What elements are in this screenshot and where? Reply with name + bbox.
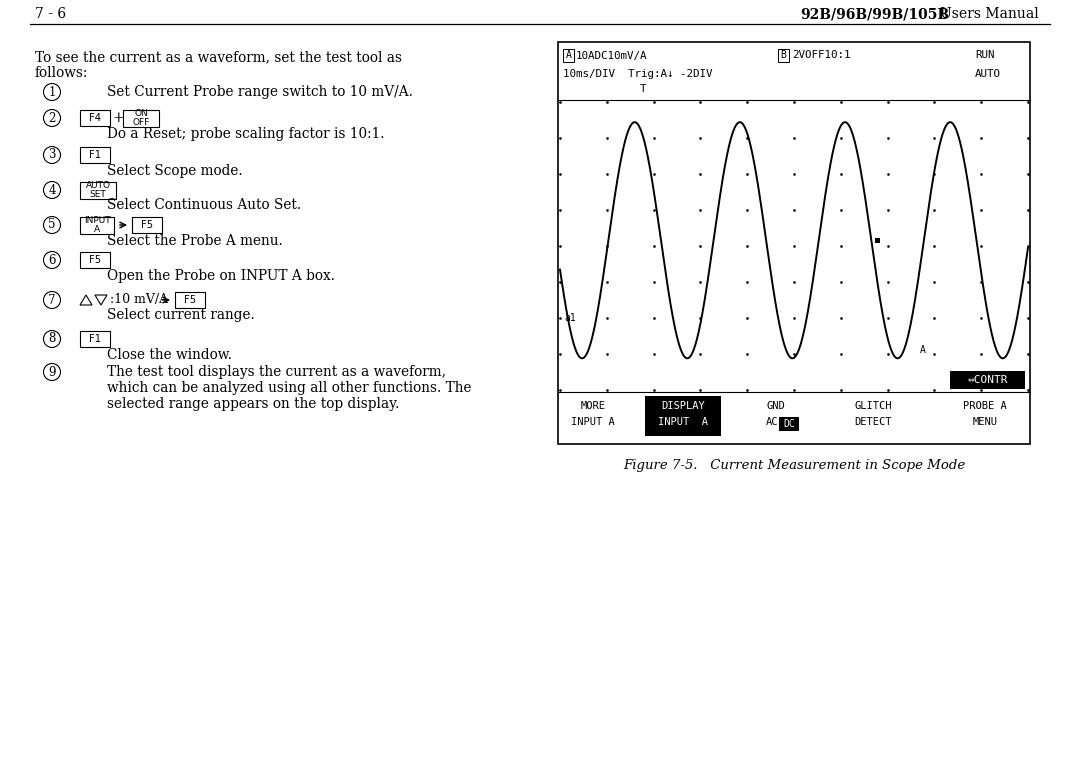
Text: Do a Reset; probe scaling factor is 10:1.: Do a Reset; probe scaling factor is 10:1… (107, 127, 384, 141)
Text: 2VOFF10:1: 2VOFF10:1 (792, 50, 851, 60)
Text: Select current range.: Select current range. (107, 308, 255, 322)
Text: :10 mV/A: :10 mV/A (110, 293, 168, 306)
Text: AC: AC (766, 417, 779, 427)
Bar (132, 217, 162, 233)
Text: Close the window.: Close the window. (107, 348, 232, 362)
Bar (80, 252, 110, 268)
Text: which can be analyzed using all other functions. The: which can be analyzed using all other fu… (107, 381, 472, 395)
Text: ON
OFF: ON OFF (133, 109, 150, 127)
Text: 4: 4 (49, 184, 56, 197)
Text: RUN: RUN (975, 50, 995, 60)
Circle shape (43, 181, 60, 198)
Text: A: A (566, 50, 571, 60)
Circle shape (43, 84, 60, 101)
Text: F5: F5 (184, 295, 197, 305)
Bar (80, 331, 110, 347)
Text: Figure 7-5.   Current Measurement in Scope Mode: Figure 7-5. Current Measurement in Scope… (623, 459, 966, 472)
Text: 10ms/DIV  Trig:A↓ -2DIV: 10ms/DIV Trig:A↓ -2DIV (563, 69, 713, 79)
Text: DETECT: DETECT (854, 417, 892, 427)
Bar (80, 216, 114, 233)
Text: INPUT A: INPUT A (571, 417, 615, 427)
Circle shape (43, 363, 60, 380)
Text: GLITCH: GLITCH (854, 401, 892, 411)
Text: INPUT  A: INPUT A (658, 417, 708, 427)
Text: 7: 7 (49, 293, 56, 306)
Text: Set Current Probe range switch to 10 mV/A.: Set Current Probe range switch to 10 mV/… (107, 85, 413, 99)
Bar (558, 42, 1030, 444)
Text: 8: 8 (49, 332, 56, 345)
Text: PROBE A: PROBE A (963, 401, 1007, 411)
Circle shape (43, 110, 60, 126)
Bar (779, 417, 799, 431)
Text: F5: F5 (140, 220, 153, 230)
Bar (123, 110, 159, 126)
Text: B: B (781, 50, 786, 60)
Text: follows:: follows: (35, 66, 89, 80)
Text: F1: F1 (89, 150, 102, 160)
Text: selected range appears on the top display.: selected range appears on the top displa… (107, 397, 400, 411)
Text: Select Scope mode.: Select Scope mode. (107, 164, 243, 178)
Bar (175, 292, 205, 308)
Text: 9: 9 (49, 366, 56, 379)
Text: DISPLAY: DISPLAY (661, 401, 705, 411)
Text: The test tool displays the current as a waveform,: The test tool displays the current as a … (107, 365, 446, 379)
Bar (875, 239, 880, 243)
Circle shape (43, 216, 60, 233)
Polygon shape (95, 295, 107, 305)
Text: MENU: MENU (972, 417, 998, 427)
Text: AUTO
SET: AUTO SET (85, 181, 110, 200)
Text: F5: F5 (89, 255, 102, 265)
Circle shape (43, 146, 60, 164)
Text: Select Continuous Auto Set.: Select Continuous Auto Set. (107, 198, 301, 212)
Circle shape (43, 331, 60, 347)
Text: GND: GND (767, 401, 785, 411)
Text: DC: DC (783, 419, 795, 429)
Text: To see the current as a waveform, set the test tool as: To see the current as a waveform, set th… (35, 50, 402, 64)
Bar (778, 49, 789, 62)
Text: 6: 6 (49, 254, 56, 267)
Bar (645, 396, 721, 436)
Text: A: A (920, 344, 926, 354)
Bar (80, 110, 110, 126)
Text: 7 - 6: 7 - 6 (35, 7, 66, 21)
Text: 1: 1 (49, 85, 56, 98)
Text: F1: F1 (89, 334, 102, 344)
Circle shape (43, 251, 60, 268)
Text: a1: a1 (564, 313, 576, 323)
Text: F4: F4 (89, 113, 102, 123)
Text: Users Manual: Users Manual (940, 7, 1039, 21)
Text: MORE: MORE (581, 401, 606, 411)
Text: 10ADC10mV/A: 10ADC10mV/A (576, 50, 648, 60)
Bar (80, 181, 116, 198)
Polygon shape (80, 295, 92, 305)
Text: T: T (640, 84, 647, 94)
Text: +: + (113, 111, 124, 125)
Text: Open the Probe on INPUT A box.: Open the Probe on INPUT A box. (107, 269, 335, 283)
Text: 92B/96B/99B/105B: 92B/96B/99B/105B (800, 7, 949, 21)
Text: Select the Probe A menu.: Select the Probe A menu. (107, 234, 283, 248)
Bar (80, 147, 110, 163)
Bar (950, 371, 1025, 389)
Text: 3: 3 (49, 149, 56, 162)
Bar (563, 49, 573, 62)
Text: INPUT
A: INPUT A (83, 216, 110, 235)
Text: 5: 5 (49, 219, 56, 232)
Circle shape (43, 292, 60, 309)
Text: 2: 2 (49, 111, 56, 124)
Text: AUTO: AUTO (975, 69, 1001, 79)
Text: ⇔CONTR: ⇔CONTR (968, 375, 1008, 385)
